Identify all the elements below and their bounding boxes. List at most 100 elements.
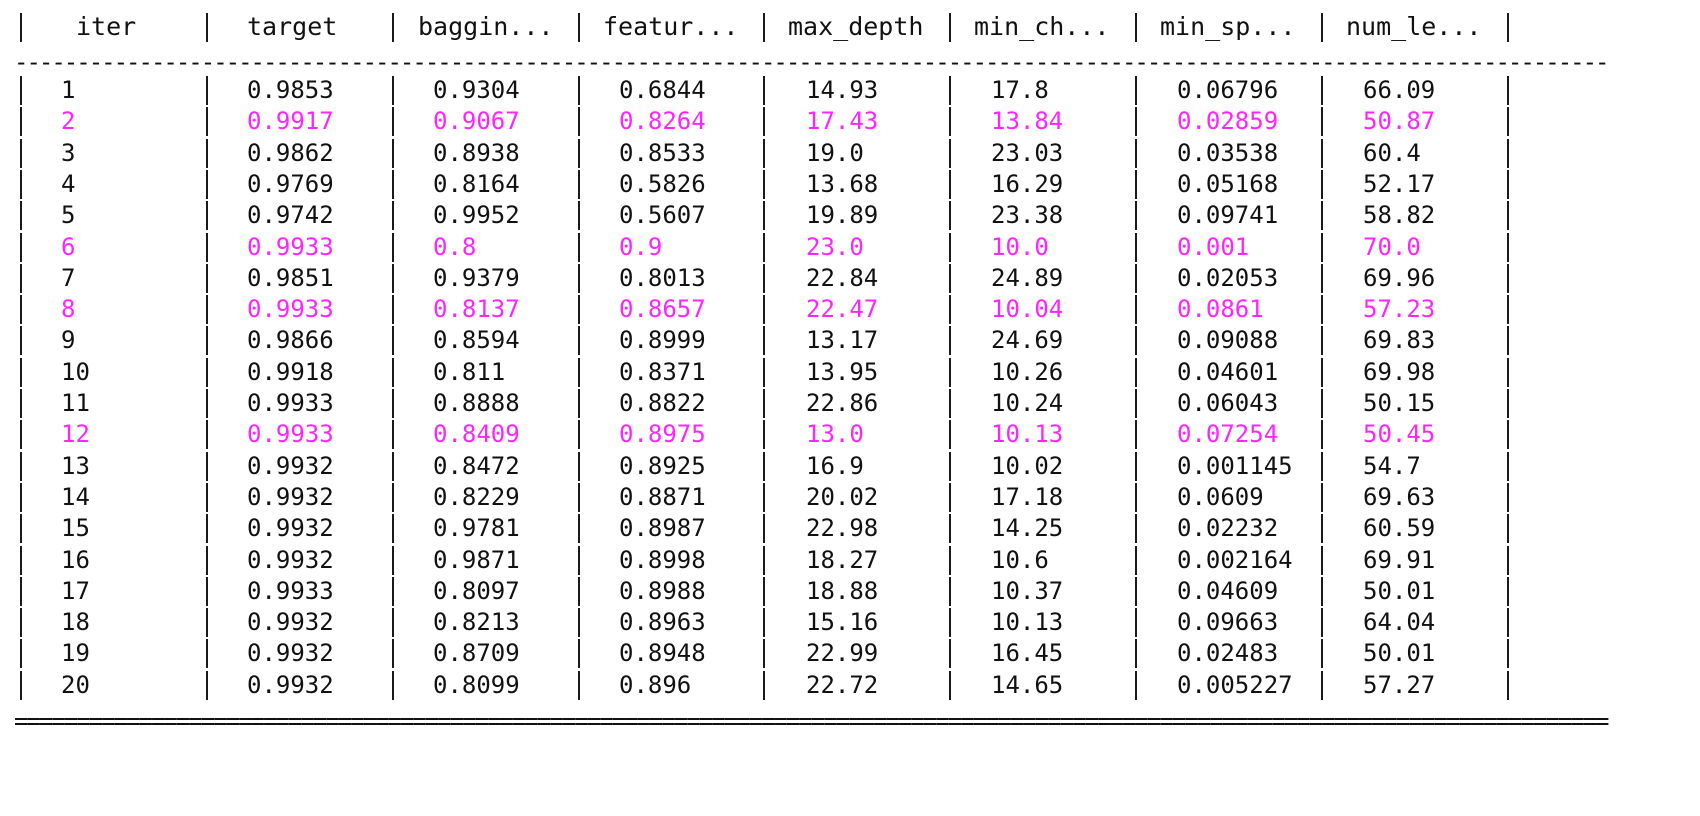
row-separator-6 (1135, 263, 1137, 293)
table-cell: 69.63 (1363, 482, 1436, 511)
table-cell: 0.8975 (619, 420, 706, 449)
row-separator-5 (949, 138, 951, 168)
row-separator-1 (206, 389, 208, 418)
row-separator-4 (763, 389, 765, 418)
table-cell: 0.8925 (619, 451, 706, 480)
header-separator-5 (949, 13, 951, 42)
row-separator-1 (206, 232, 208, 262)
row-separator-1 (206, 545, 208, 575)
table-cell: 0.09088 (1177, 326, 1279, 355)
row-separator-6 (1135, 482, 1137, 512)
row-separator-8 (1507, 232, 1509, 262)
row-separator-8 (1507, 608, 1509, 638)
table-cell: 10.37 (991, 576, 1064, 605)
table-cell: 70.0 (1363, 232, 1421, 261)
table-cell: 20 (61, 670, 90, 699)
row-separator-8 (1507, 169, 1509, 199)
row-separator-0 (20, 138, 22, 168)
table-cell: 0.9871 (433, 545, 520, 574)
table-cell: 0.8709 (433, 639, 520, 668)
table-cell: 0.9933 (247, 576, 334, 605)
row-separator-7 (1321, 420, 1323, 450)
row-separator-0 (20, 326, 22, 356)
table-cell: 0.8963 (619, 608, 706, 637)
row-separator-0 (20, 451, 22, 481)
table-cell: 0.8871 (619, 482, 706, 511)
header-separator-1 (206, 13, 208, 42)
row-separator-5 (949, 545, 951, 575)
table-cell: 18.88 (806, 576, 879, 605)
row-separator-7 (1321, 670, 1323, 700)
table-row: 20 0.9932 0.8099 0.896 22.72 14.65 0.005227 57.… (0, 668, 1700, 703)
row-separator-2 (392, 545, 394, 575)
row-separator-2 (392, 263, 394, 293)
table-cell: 0.8013 (619, 263, 706, 292)
row-separator-2 (392, 295, 394, 325)
row-separator-2 (392, 389, 394, 418)
row-separator-0 (20, 389, 22, 418)
table-cell: 50.87 (1363, 107, 1436, 136)
table-cell: 13.68 (806, 169, 879, 198)
table-cell: 0.02483 (1177, 639, 1279, 668)
table-cell: 0.8137 (433, 295, 520, 324)
row-separator-4 (763, 326, 765, 356)
row-separator-2 (392, 420, 394, 450)
table-cell: 54.7 (1363, 451, 1421, 480)
table-cell: 0.896 (619, 670, 692, 699)
table-cell: 0.8888 (433, 389, 520, 417)
table-cell: 50.45 (1363, 420, 1436, 449)
row-separator-2 (392, 670, 394, 700)
table-cell: 10 (61, 357, 90, 386)
row-separator-0 (20, 576, 22, 606)
table-cell: 16 (61, 545, 90, 574)
table-cell: 0.05168 (1177, 169, 1279, 198)
row-separator-0 (20, 545, 22, 575)
table-cell: 0.001 (1177, 232, 1250, 261)
table-cell: 0.06796 (1177, 76, 1279, 104)
row-separator-3 (578, 76, 580, 105)
row-separator-8 (1507, 263, 1509, 293)
table-cell: 16.29 (991, 169, 1064, 198)
table-cell: 0.9932 (247, 608, 334, 637)
row-separator-3 (578, 545, 580, 575)
table-cell: 52.17 (1363, 169, 1436, 198)
row-separator-4 (763, 138, 765, 168)
row-separator-4 (763, 639, 765, 669)
row-separator-2 (392, 357, 394, 387)
header-separator-7 (1321, 13, 1323, 42)
row-separator-6 (1135, 357, 1137, 387)
table-cell: 22.86 (806, 389, 879, 417)
row-separator-8 (1507, 138, 1509, 168)
table-cell: 10.13 (991, 420, 1064, 449)
row-separator-0 (20, 357, 22, 387)
table-cell: 0.8264 (619, 107, 706, 136)
row-separator-7 (1321, 138, 1323, 168)
table-cell: 69.91 (1363, 545, 1436, 574)
row-separator-2 (392, 639, 394, 669)
table-cell: 10.26 (991, 357, 1064, 386)
row-separator-0 (20, 639, 22, 669)
row-separator-8 (1507, 482, 1509, 512)
row-separator-3 (578, 389, 580, 418)
table-row-improved: 2 0.9917 0.9067 0.8264 17.43 13.84 0.02859 50.8… (0, 104, 1700, 139)
table-cell: 0.8938 (433, 138, 520, 167)
table-cell: 15.16 (806, 608, 879, 637)
row-separator-6 (1135, 670, 1137, 700)
row-separator-1 (206, 263, 208, 293)
row-separator-5 (949, 201, 951, 231)
table-cell: 24.69 (991, 326, 1064, 355)
row-separator-7 (1321, 326, 1323, 356)
table-cell: 22.84 (806, 263, 879, 292)
row-separator-8 (1507, 295, 1509, 325)
row-separator-7 (1321, 232, 1323, 262)
table-cell: 9 (61, 326, 76, 355)
row-separator-3 (578, 357, 580, 387)
row-separator-5 (949, 451, 951, 481)
row-separator-4 (763, 76, 765, 105)
table-row-improved: 6 0.9933 0.8 0.9 23.0 10.0 0.001 70.0 (0, 230, 1700, 265)
table-row: 10 0.9918 0.811 0.8371 13.95 10.26 0.04601 69.9… (0, 355, 1700, 390)
table-row-improved: 12 0.9933 0.8409 0.8975 13.0 10.13 0.07254 50.4… (0, 417, 1700, 452)
column-header: num_le... (1346, 12, 1482, 41)
table-cell: 0.8213 (433, 608, 520, 637)
